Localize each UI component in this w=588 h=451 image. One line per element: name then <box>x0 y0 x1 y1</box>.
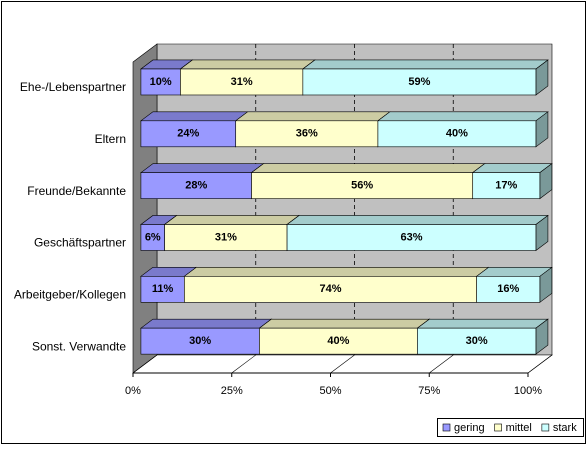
x-tick-label: 50% <box>319 385 341 397</box>
x-tick-label: 75% <box>418 385 440 397</box>
value-label: 11% <box>152 283 174 295</box>
bar <box>286 224 537 251</box>
x-tick-label: 25% <box>221 385 243 397</box>
value-label: 17% <box>495 180 517 192</box>
value-label: 6% <box>145 231 161 243</box>
bar-top <box>140 111 249 122</box>
value-label: 30% <box>466 335 488 347</box>
bar <box>140 172 252 199</box>
x-tick-label: 0% <box>125 385 141 397</box>
y-tick-label: Geschäftspartner <box>34 236 126 250</box>
value-label: 24% <box>177 128 199 140</box>
bar-top <box>163 215 300 225</box>
bar <box>235 120 379 148</box>
bar-top <box>258 318 431 329</box>
y-tick-label: Arbeitgeber/Kollegen <box>14 287 126 301</box>
legend-label: mittel <box>506 422 532 434</box>
y-tick-label: Sonst. Verwandte <box>32 339 126 353</box>
bar <box>164 224 288 251</box>
legend-swatch <box>541 423 550 432</box>
value-label: 36% <box>296 128 318 140</box>
bar <box>140 68 181 96</box>
value-label: 28% <box>185 180 207 192</box>
bar-top <box>183 267 490 277</box>
bar-top <box>475 267 553 277</box>
bar-top <box>416 318 549 329</box>
bar <box>472 172 541 199</box>
bar-top <box>250 163 486 173</box>
value-label: 63% <box>400 231 422 243</box>
bar <box>417 327 537 355</box>
floor-grid-line <box>231 354 256 374</box>
value-label: 16% <box>497 283 519 295</box>
legend-swatch <box>442 423 451 432</box>
bar <box>377 120 537 148</box>
y-tick-label: Freunde/Bekannte <box>27 184 126 198</box>
bar-top <box>301 59 549 70</box>
bar <box>184 276 477 303</box>
value-label: 74% <box>320 283 342 295</box>
legend-swatch <box>494 423 502 432</box>
floor-grid-line <box>429 354 454 374</box>
bar-top <box>471 163 553 173</box>
value-label: 40% <box>446 128 468 140</box>
value-label: 30% <box>189 335 211 347</box>
value-label: 40% <box>327 335 349 347</box>
legend-label: gering <box>454 422 485 434</box>
bar-top <box>140 318 273 329</box>
bar <box>302 68 537 96</box>
bar <box>180 68 304 96</box>
floor-grid-line <box>132 354 158 374</box>
value-label: 10% <box>150 76 172 88</box>
bar <box>259 327 418 355</box>
bar-top <box>179 59 316 70</box>
bar-top <box>286 215 549 225</box>
value-label: 31% <box>231 76 253 88</box>
legend-label: stark <box>553 422 577 434</box>
bar-top <box>140 163 265 173</box>
y-tick-label: Eltern <box>95 132 126 146</box>
floor-grid-line <box>330 354 355 374</box>
y-tick-label: Ehe-/Lebenspartner <box>20 80 126 94</box>
value-label: 31% <box>215 231 237 243</box>
bar <box>476 276 541 303</box>
x-tick-label: 100% <box>514 385 542 397</box>
value-label: 56% <box>351 180 373 192</box>
bar-top <box>234 111 391 122</box>
legend-box <box>437 418 584 437</box>
value-label: 59% <box>408 76 430 88</box>
floor-grid-line <box>527 354 553 374</box>
bar-top <box>377 111 549 122</box>
